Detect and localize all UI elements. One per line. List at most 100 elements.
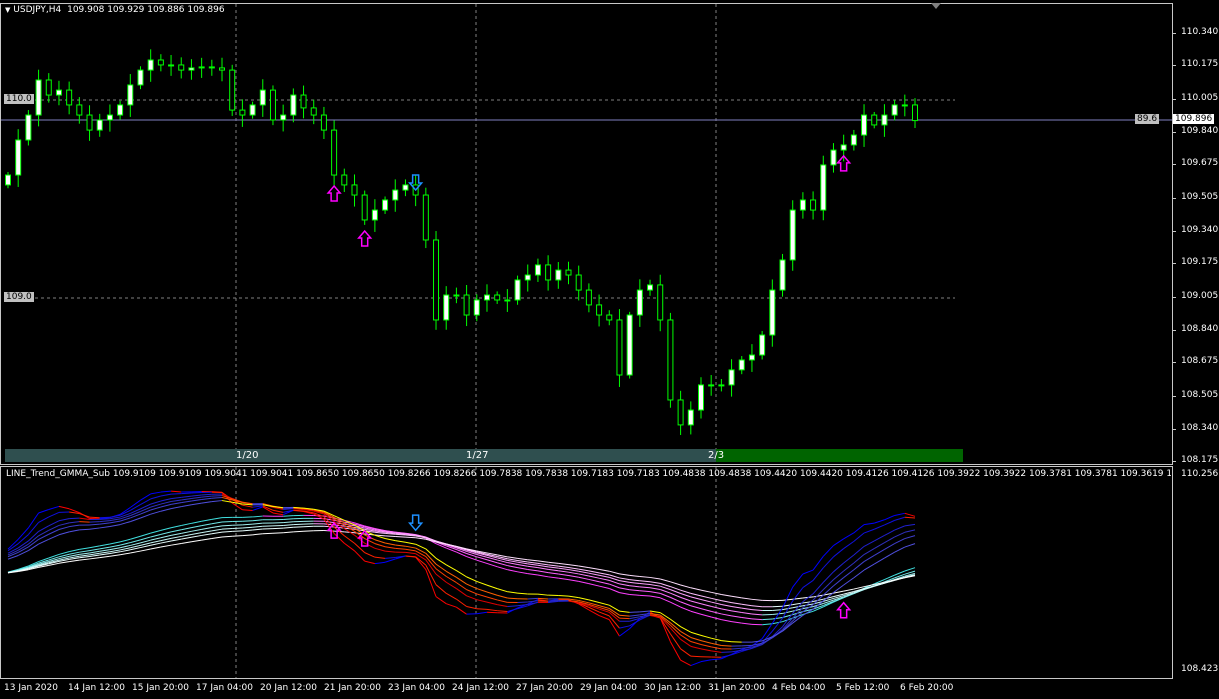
gmma-long-line: [130, 542, 141, 546]
gmma-long-line: [211, 536, 223, 540]
gmma-long-line: [751, 605, 763, 608]
gmma-long-line: [79, 554, 90, 557]
price-chart-pane[interactable]: [0, 3, 1173, 465]
gmma-long-line: [843, 591, 854, 595]
gmma-short-line: [130, 508, 141, 514]
candle-body: [35, 79, 42, 116]
gmma-long-line: [721, 613, 732, 617]
gmma-short-line: [619, 610, 630, 613]
gmma-short-line: [578, 601, 590, 605]
gmma-long-line: [201, 538, 212, 541]
gmma-short-line: [119, 512, 131, 518]
candle-body: [514, 279, 521, 301]
gmma-long-line: [537, 560, 549, 563]
gmma-long-line: [456, 549, 467, 554]
gmma-short-line: [303, 511, 314, 515]
gmma-long-line: [109, 551, 121, 554]
buy-arrow-icon: [357, 229, 373, 247]
candle-body: [433, 239, 440, 321]
gmma-short-line: [456, 582, 467, 591]
gmma-long-line: [242, 520, 253, 522]
candle-body: [534, 264, 541, 276]
gmma-short-line: [904, 523, 916, 527]
gmma-short-line: [456, 606, 467, 615]
gmma-short-line: [853, 532, 865, 542]
gmma-long-line: [283, 518, 294, 521]
gmma-short-line: [476, 608, 488, 610]
gmma-long-line: [170, 529, 182, 533]
gmma-long-line: [853, 586, 865, 590]
gmma-short-line: [568, 598, 579, 601]
gmma-short-line: [619, 625, 630, 629]
candle-body: [269, 89, 276, 121]
gmma-long-line: [140, 532, 151, 537]
gmma-long-line: [38, 557, 49, 563]
gmma-long-line: [119, 544, 131, 549]
gmma-long-line: [497, 566, 508, 571]
separator-label: 1/20: [236, 450, 259, 461]
candle-body: [789, 209, 796, 261]
gmma-long-line: [548, 561, 559, 564]
gmma-short-line: [99, 518, 110, 520]
gmma-short-line: [619, 614, 630, 617]
gmma-long-line: [609, 588, 620, 594]
gmma-short-line: [7, 543, 19, 552]
gmma-long-line: [486, 554, 498, 559]
gmma-short-line: [109, 524, 121, 527]
gmma-short-line: [497, 599, 508, 603]
gmma-long-line: [476, 551, 488, 555]
gmma-short-line: [711, 650, 722, 653]
candle-body: [810, 199, 817, 211]
shift-marker-icon[interactable]: [931, 3, 941, 9]
gmma-short-line: [497, 588, 508, 593]
candle-body: [901, 104, 908, 107]
gmma-long-line: [660, 578, 671, 583]
gmma-long-line: [221, 535, 233, 538]
gmma-short-line: [853, 524, 865, 534]
gmma-long-line: [843, 592, 855, 598]
gmma-long-line: [456, 551, 467, 557]
gmma-short-line: [904, 516, 916, 519]
gmma-long-line: [232, 527, 243, 530]
gmma-long-line: [170, 532, 182, 536]
gmma-long-line: [772, 605, 783, 608]
indicator-pane[interactable]: [0, 466, 1173, 679]
gmma-long-line: [568, 567, 579, 570]
candle-body: [320, 114, 327, 131]
gmma-short-line: [232, 501, 243, 505]
gmma-short-line: [833, 570, 844, 581]
gmma-long-line: [232, 530, 243, 532]
gmma-short-line: [425, 552, 437, 565]
gmma-short-line: [170, 502, 182, 505]
gmma-short-line: [130, 517, 141, 523]
gmma-short-line: [619, 617, 630, 620]
gmma-short-line: [374, 561, 386, 565]
gmma-long-line: [853, 588, 865, 594]
gmma-short-line: [690, 661, 702, 667]
gmma-short-line: [670, 633, 682, 650]
gmma-short-line: [843, 540, 855, 549]
gmma-long-line: [721, 608, 732, 612]
gmma-long-line: [619, 573, 630, 576]
gmma-short-line: [231, 502, 243, 511]
gmma-long-line: [191, 532, 202, 535]
gmma-short-line: [364, 538, 376, 545]
gmma-short-line: [792, 607, 804, 619]
gmma-long-line: [823, 596, 834, 600]
triangle-down-icon[interactable]: ▼: [5, 6, 11, 14]
gmma-long-line: [69, 551, 80, 555]
gmma-short-line: [517, 605, 528, 610]
gmma-long-line: [904, 574, 916, 578]
indicator-axis-min: 108.4237: [1181, 664, 1219, 674]
gmma-short-line: [89, 516, 100, 519]
gmma-long-line: [466, 552, 477, 558]
gmma-short-line: [802, 599, 814, 609]
gmma-short-line: [171, 490, 182, 493]
gmma-long-line: [741, 603, 753, 607]
gmma-long-line: [486, 562, 498, 568]
gmma-long-line: [385, 531, 396, 534]
gmma-short-line: [333, 515, 345, 521]
gmma-long-line: [48, 553, 60, 559]
gmma-short-line: [843, 554, 855, 564]
gmma-short-line: [17, 543, 29, 551]
